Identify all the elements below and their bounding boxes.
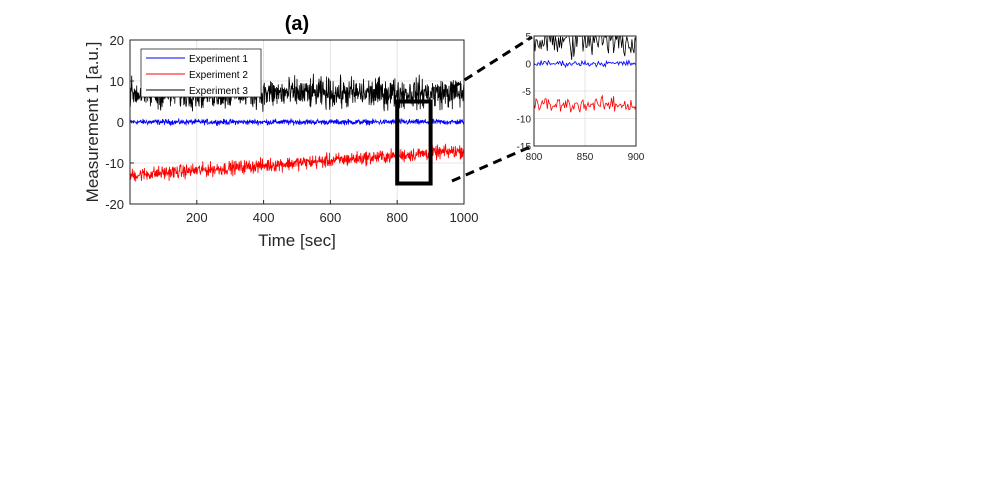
y-tick-label: -10 (105, 156, 124, 171)
x-tick-label: 1000 (450, 210, 479, 225)
legend-label-experiment-3: Experiment 3 (189, 86, 248, 97)
inset-x-tick-label: 800 (526, 152, 543, 163)
chart-title: (a) (285, 13, 309, 35)
y-tick-label: -20 (105, 197, 124, 212)
inset-y-tick-label: 0 (525, 60, 531, 71)
x-axis-label: Time [sec] (258, 231, 336, 250)
x-tick-label: 200 (186, 210, 208, 225)
x-tick-label: 400 (253, 210, 275, 225)
series-line-experiment-2 (130, 143, 464, 182)
inset-y-tick-label: 5 (525, 32, 531, 43)
legend-box (140, 48, 262, 98)
zoom-connector-top (451, 35, 533, 90)
inset-y-tick-label: -5 (522, 87, 531, 98)
inset-x-tick-label: 900 (628, 152, 645, 163)
inset-series-group (534, 36, 636, 113)
inset-plot: 800 850 900 -15 -10 -5 0 5 (517, 32, 645, 163)
main-ticks: 200 400 600 800 1000 -20 -10 0 10 20 (105, 33, 478, 225)
inset-y-tick-label: -10 (517, 115, 532, 126)
inset-axes-frame (533, 35, 637, 147)
legend-label-experiment-2: Experiment 2 (189, 70, 248, 81)
main-series-group (130, 73, 464, 182)
inset-y-tick-label: -15 (517, 142, 532, 153)
x-tick-label: 800 (386, 210, 408, 225)
inset-x-tick-label: 850 (577, 152, 594, 163)
inset-ticks: 800 850 900 -15 -10 -5 0 5 (517, 32, 645, 163)
inset-series-line-1 (534, 59, 636, 69)
series-line-experiment-3 (130, 73, 464, 112)
main-plot: 200 400 600 800 1000 -20 -10 0 10 20 (a) Time [se… (83, 13, 478, 250)
zoom-box (395, 99, 433, 186)
zoom-box-group (395, 99, 433, 186)
legend-label-experiment-1: Experiment 1 (189, 54, 248, 65)
y-tick-label: 20 (110, 33, 124, 48)
y-tick-label: 10 (110, 74, 124, 89)
x-tick-label: 600 (320, 210, 342, 225)
legend: Experiment 1 Experiment 2 Experiment 3 (140, 48, 262, 98)
y-axis-label: Measurement 1 [a.u.] (83, 42, 102, 203)
inset-series-line-3 (534, 36, 636, 60)
y-tick-label: 0 (117, 115, 124, 130)
series-line-experiment-1 (130, 117, 464, 127)
inset-series-line-2 (534, 94, 636, 113)
